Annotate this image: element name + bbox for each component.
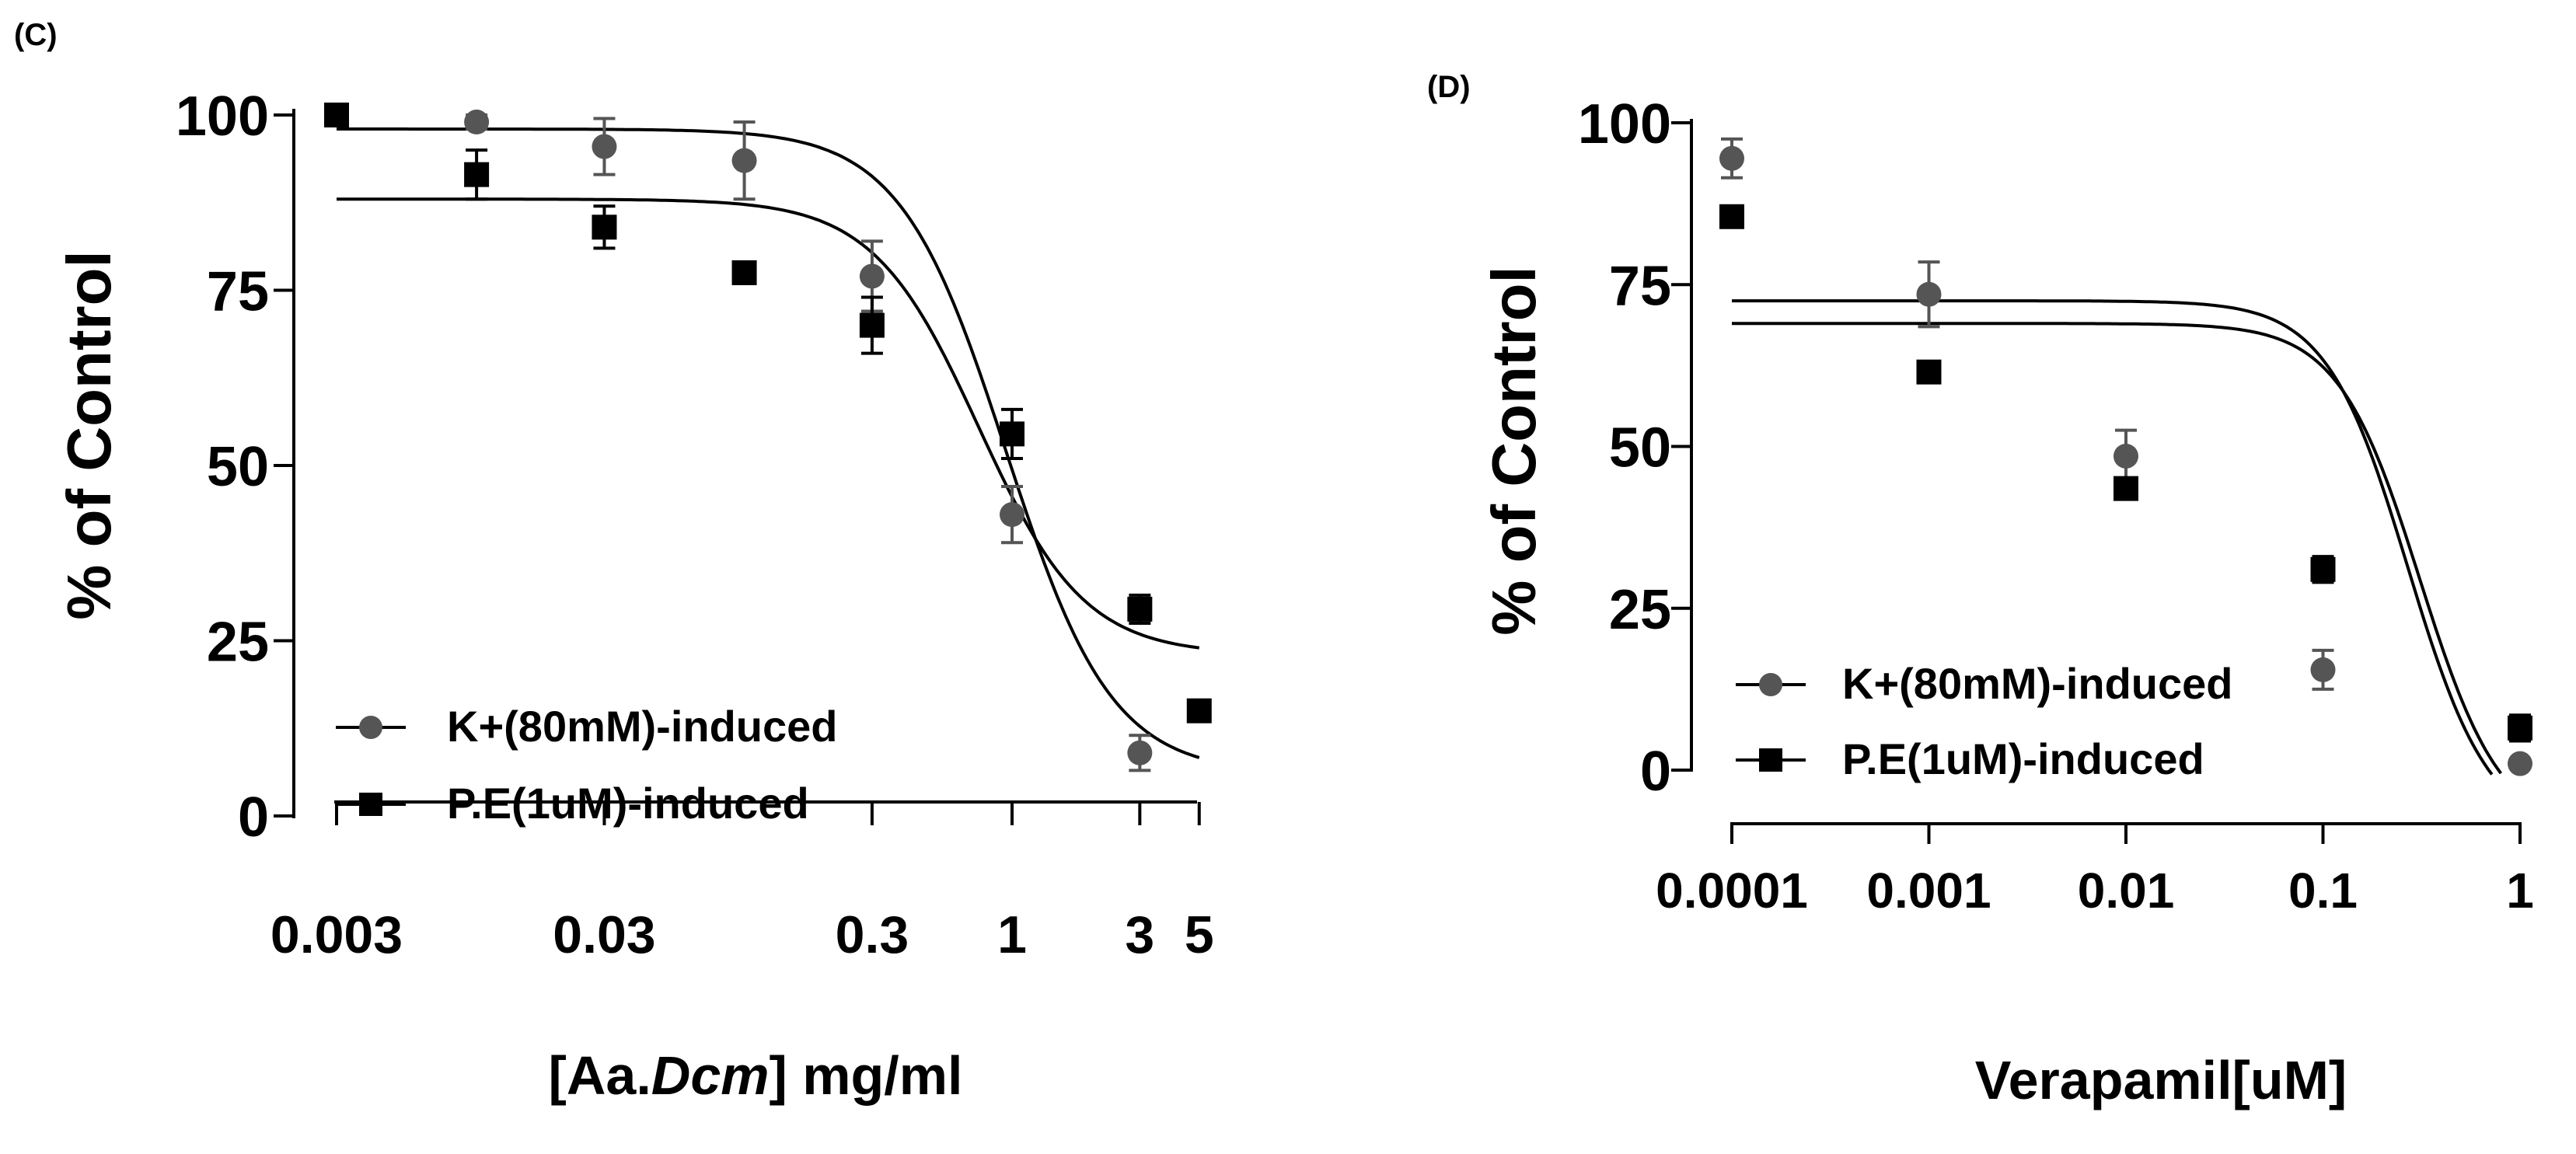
panel-d-data-points <box>1719 137 2532 776</box>
x-tick-label: 0.3 <box>836 905 909 964</box>
data-point-k80 <box>592 134 617 159</box>
fit-curve-k80 <box>337 127 1200 759</box>
x-tick-label: 0.1 <box>2288 863 2358 919</box>
data-point-k80 <box>1000 502 1024 528</box>
panel-d: (D) % of Control Verapamil[uM] 025507510… <box>1427 70 2534 1110</box>
x-tick-label: 0.001 <box>1866 863 1991 919</box>
fit-curve-pe <box>337 197 1200 650</box>
legend-label-pe: P.E(1uM)-induced <box>447 779 809 828</box>
x-tick-label: 5 <box>1185 905 1214 964</box>
legend-label-k80: K+(80mM)-induced <box>447 702 838 751</box>
x-tick-label: 3 <box>1125 905 1154 964</box>
y-tick-label: 50 <box>1609 417 1671 479</box>
y-tick-label: 0 <box>1640 741 1671 803</box>
data-point-k80 <box>464 110 490 135</box>
data-point-pe <box>2508 715 2532 741</box>
panel-c-x-axis-title-part3: ] mg/ml <box>770 1045 963 1106</box>
panel-d-label: (D) <box>1427 70 1471 104</box>
data-point-k80 <box>1916 281 1942 307</box>
legend-label-k80: K+(80mM)-induced <box>1842 659 2233 708</box>
legend-label-pe: P.E(1uM)-induced <box>1842 734 2204 783</box>
y-tick-label: 50 <box>207 436 269 498</box>
data-point-pe <box>859 312 885 338</box>
panel-d-axes <box>1671 119 2522 844</box>
data-point-pe <box>1186 698 1212 723</box>
panel-c-fit-curves <box>337 127 1200 759</box>
panel-d-tick-labels: 0 25 50 75 100 0.0001 0.001 0.01 0.1 1 <box>1578 93 2534 919</box>
data-point-k80 <box>731 148 757 173</box>
y-tick-label: 100 <box>176 85 269 148</box>
data-point-k80 <box>2508 751 2532 776</box>
legend-marker-pe <box>359 793 382 816</box>
data-point-pe <box>1719 204 1744 229</box>
data-point-pe <box>2114 476 2138 501</box>
fit-curve-pe <box>1732 322 2503 775</box>
data-point-pe <box>592 214 617 240</box>
panel-c-legend: K+(80mM)-induced P.E(1uM)-induced <box>336 702 838 828</box>
legend-marker-k80 <box>359 716 382 739</box>
fit-curve-k80 <box>1732 299 2494 776</box>
panel-d-fit-curves <box>1732 299 2503 776</box>
data-point-pe <box>1000 421 1024 447</box>
panel-c-data-points <box>324 103 1212 772</box>
panel-d-x-axis-title: Verapamil[uM] <box>1975 1050 2347 1110</box>
legend-marker-pe <box>1759 748 1782 772</box>
data-point-k80 <box>859 263 885 289</box>
data-point-k80 <box>1719 145 1744 171</box>
y-tick-label: 25 <box>207 612 269 674</box>
y-tick-label: 25 <box>1609 579 1671 641</box>
panel-c: (C) % of Control [Aa.Dcm] mg/ml 0 25 50 75 1… <box>14 18 1214 1106</box>
y-tick-label: 75 <box>207 261 269 323</box>
panel-c-y-axis-title: % of Control <box>54 250 124 619</box>
panel-c-x-axis-title-part2: Dcm <box>651 1045 770 1106</box>
y-tick-label: 100 <box>1578 93 1671 155</box>
data-point-pe <box>2310 556 2336 582</box>
data-point-k80 <box>2310 657 2336 682</box>
data-point-pe <box>324 103 349 127</box>
data-point-k80 <box>2114 443 2138 469</box>
data-point-pe <box>731 260 757 285</box>
panel-c-label: (C) <box>14 18 58 52</box>
data-point-pe <box>1127 596 1153 622</box>
x-tick-label: 0.01 <box>2078 863 2175 919</box>
y-tick-label: 0 <box>238 786 269 849</box>
y-tick-label: 75 <box>1609 255 1671 317</box>
panel-d-y-axis-title: % of Control <box>1479 266 1548 635</box>
panel-c-x-axis-title-part1: [Aa. <box>549 1045 651 1106</box>
x-tick-label: 1 <box>997 905 1027 964</box>
panel-c-axes <box>274 109 1201 825</box>
x-tick-label: 1 <box>2506 863 2534 919</box>
x-tick-label: 0.0001 <box>1656 863 1808 919</box>
legend-marker-k80 <box>1759 673 1782 696</box>
data-point-pe <box>1916 359 1942 385</box>
panel-c-tick-labels: 0 25 50 75 100 0.003 0.03 0.3 1 3 5 <box>176 85 1214 964</box>
data-point-pe <box>464 162 490 187</box>
panel-c-x-axis-title: [Aa.Dcm] mg/ml <box>549 1045 963 1106</box>
x-tick-label: 0.003 <box>271 905 403 964</box>
x-tick-label: 0.03 <box>553 905 655 964</box>
panel-d-legend: K+(80mM)-induced P.E(1uM)-induced <box>1736 659 2233 783</box>
data-point-k80 <box>1127 740 1153 765</box>
